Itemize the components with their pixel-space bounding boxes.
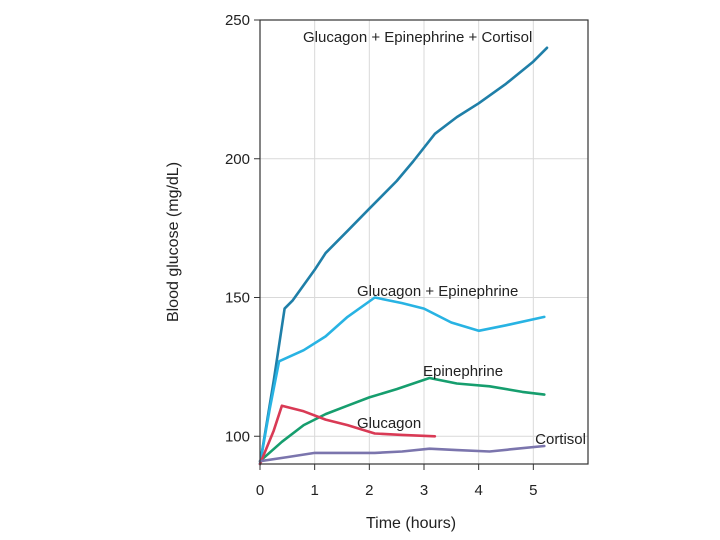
series-label-2: Epinephrine (423, 363, 503, 380)
series-line-3 (258, 404, 437, 466)
y-axis-title: Blood glucose (mg/dL) (165, 162, 182, 322)
y-tick-label: 200 (225, 151, 250, 168)
series-line-1 (258, 296, 546, 466)
y-tick-label: 100 (225, 428, 250, 445)
series-labels: Glucagon + Epinephrine + Cortisol Glucago… (303, 29, 586, 448)
series-label-4: Cortisol (535, 431, 586, 448)
series-label-1: Glucagon + Epinephrine (357, 283, 518, 300)
series-line-4 (258, 444, 546, 463)
x-tick-label: 5 (529, 482, 537, 499)
x-tick-label: 1 (310, 482, 318, 499)
series-line-2 (258, 376, 546, 463)
x-tick-label: 3 (420, 482, 428, 499)
y-tick-label: 250 (225, 12, 250, 29)
series-label-3: Glucagon (357, 415, 421, 432)
y-tick-label: 150 (225, 290, 250, 307)
tick-labels: 0 1 2 3 4 5 100 150 200 250 (225, 12, 538, 499)
x-axis-title: Time (hours) (366, 515, 456, 532)
series-label-0: Glucagon + Epinephrine + Cortisol (303, 29, 532, 46)
series-lines (258, 46, 549, 466)
grid-lines (260, 20, 588, 464)
x-tick-label: 4 (474, 482, 482, 499)
series-line-0 (258, 46, 549, 466)
x-tick-label: 0 (256, 482, 264, 499)
axis-ticks (254, 19, 534, 470)
x-tick-label: 2 (365, 482, 373, 499)
